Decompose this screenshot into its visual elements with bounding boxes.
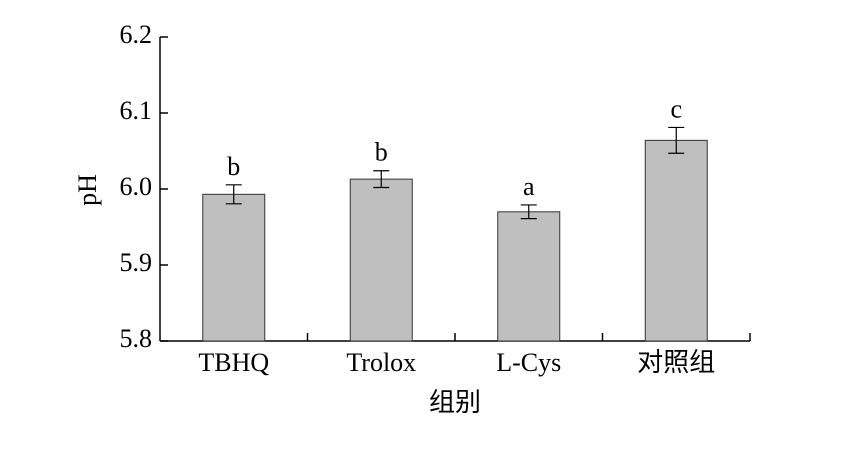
bar xyxy=(349,178,413,342)
y-tick-label: 6.2 xyxy=(120,20,153,49)
y-tick-label: 5.9 xyxy=(120,248,153,277)
y-tick-label: 6.0 xyxy=(120,172,153,201)
significance-letter: b xyxy=(227,152,240,181)
x-tick-label: Trolox xyxy=(346,348,416,377)
significance-letter: c xyxy=(670,94,682,123)
y-tick-label: 6.1 xyxy=(120,96,153,125)
x-axis-label: 组别 xyxy=(429,388,481,417)
error-bar xyxy=(668,126,685,154)
x-tick-label: TBHQ xyxy=(198,348,269,377)
y-axis-label: pH xyxy=(73,174,102,206)
x-tick-label: L-Cys xyxy=(496,348,561,377)
error-bar xyxy=(373,170,390,189)
x-tick-label: 对照组 xyxy=(637,348,715,377)
significance-letter: b xyxy=(375,138,388,167)
y-tick-label: 5.8 xyxy=(120,324,153,353)
bar xyxy=(497,211,561,342)
bar xyxy=(202,193,266,342)
bar xyxy=(644,139,708,342)
error-bar xyxy=(520,204,537,220)
error-bar xyxy=(225,184,242,205)
significance-letter: a xyxy=(523,172,535,201)
